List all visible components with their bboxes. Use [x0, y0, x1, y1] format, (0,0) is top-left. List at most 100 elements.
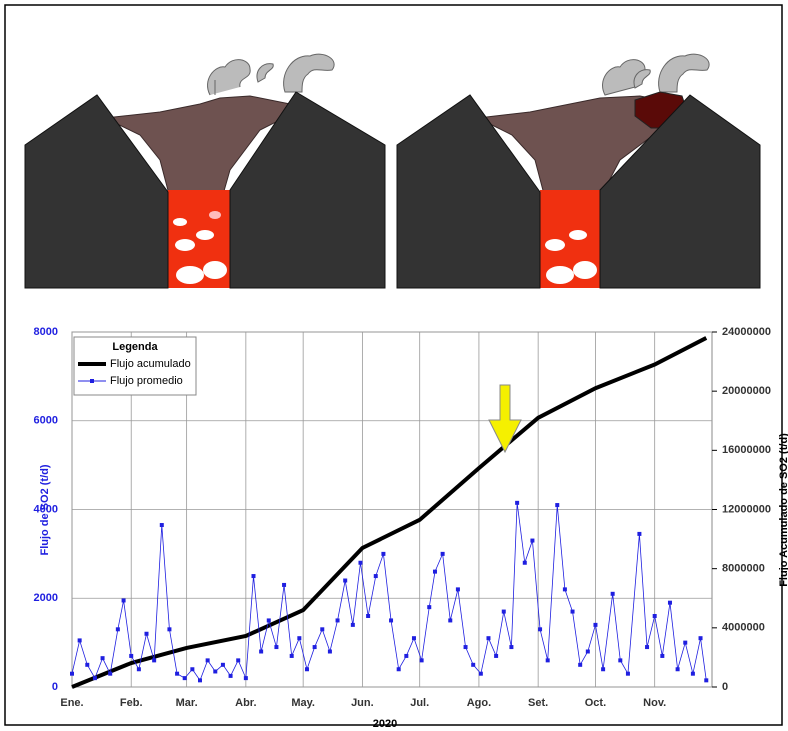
legend-label: Flujo promedio [110, 375, 183, 387]
point [448, 618, 453, 623]
point [152, 658, 157, 663]
point [85, 662, 90, 667]
y-axis-title: Flujo de SO2 (t/d) [39, 464, 51, 555]
point [404, 653, 409, 658]
x-axis-title: 2020 [373, 718, 397, 730]
y2-tick-label: 24000000 [722, 326, 771, 338]
point [570, 609, 575, 614]
point [198, 678, 202, 683]
y-tick-label: 2000 [34, 592, 58, 604]
series-line [71, 336, 708, 689]
point [432, 569, 437, 574]
point [545, 658, 550, 663]
x-tick-label: Jul. [410, 697, 429, 709]
point [251, 574, 256, 579]
point [578, 662, 583, 667]
point [625, 671, 630, 676]
y-tick-label: 4000 [34, 503, 58, 515]
point [259, 649, 264, 654]
point [486, 636, 491, 641]
x-tick-label: May. [291, 697, 315, 709]
legend-title: Legenda [112, 341, 158, 353]
point [297, 636, 302, 641]
point [440, 551, 445, 556]
point [373, 574, 378, 579]
y2-tick-label: 4000000 [722, 622, 765, 634]
point [585, 649, 590, 654]
y2-tick-label: 16000000 [722, 444, 771, 456]
point [618, 658, 623, 663]
point [182, 676, 187, 681]
point [115, 627, 120, 632]
y2-tick-label: 12000000 [722, 503, 771, 515]
y2-tick-label: 8000000 [722, 563, 765, 575]
point [159, 523, 164, 528]
point [698, 636, 703, 641]
point [236, 658, 241, 663]
point [70, 671, 74, 676]
x-tick-label: Nov. [643, 697, 666, 709]
point [667, 600, 672, 605]
point [358, 560, 363, 565]
point [144, 631, 149, 636]
point [683, 640, 688, 645]
point [381, 551, 386, 556]
legend-label: Flujo acumulado [110, 358, 191, 370]
point [343, 578, 348, 583]
point [652, 614, 657, 618]
y-tick-label: 8000 [34, 326, 58, 338]
point [455, 587, 460, 592]
point [427, 605, 432, 610]
point [243, 676, 248, 681]
point [136, 667, 141, 672]
point [660, 653, 665, 658]
point [129, 653, 134, 658]
point [327, 649, 332, 654]
point [320, 627, 325, 632]
point [419, 658, 424, 663]
point [304, 667, 309, 672]
point [501, 609, 506, 614]
point [175, 671, 180, 676]
x-tick-label: Abr. [235, 697, 256, 709]
point [289, 653, 294, 658]
x-tick-label: Mar. [176, 697, 198, 709]
x-tick-label: Jun. [351, 697, 374, 709]
point [335, 618, 340, 623]
arrow [488, 384, 522, 454]
point [601, 667, 606, 672]
point [213, 669, 218, 674]
point [522, 560, 527, 565]
point [704, 678, 709, 683]
point [645, 645, 650, 650]
point [350, 622, 355, 627]
point [471, 662, 476, 667]
volcano-diagram [24, 53, 761, 289]
x-tick-label: Ago. [467, 697, 491, 709]
point [282, 582, 287, 587]
point [610, 591, 615, 596]
point [515, 500, 520, 505]
point [411, 636, 416, 641]
point [77, 638, 82, 643]
y2-axis-title: Flujo Acumulado de SO2 (t/d) [778, 433, 788, 587]
point [167, 627, 172, 632]
x-tick-label: Set. [528, 697, 548, 709]
point [228, 673, 233, 678]
point [494, 653, 499, 658]
y-tick-label: 6000 [34, 415, 58, 427]
point [100, 656, 105, 661]
point [555, 503, 560, 508]
point [366, 614, 371, 618]
x-tick-label: Ene. [60, 697, 83, 709]
point [675, 667, 680, 672]
point [396, 667, 401, 672]
point [509, 645, 514, 650]
point [266, 618, 271, 623]
point [121, 598, 126, 603]
y-tick-label: 0 [52, 681, 58, 693]
legend-marker [90, 379, 94, 383]
series-line [71, 502, 707, 682]
point [593, 622, 598, 627]
